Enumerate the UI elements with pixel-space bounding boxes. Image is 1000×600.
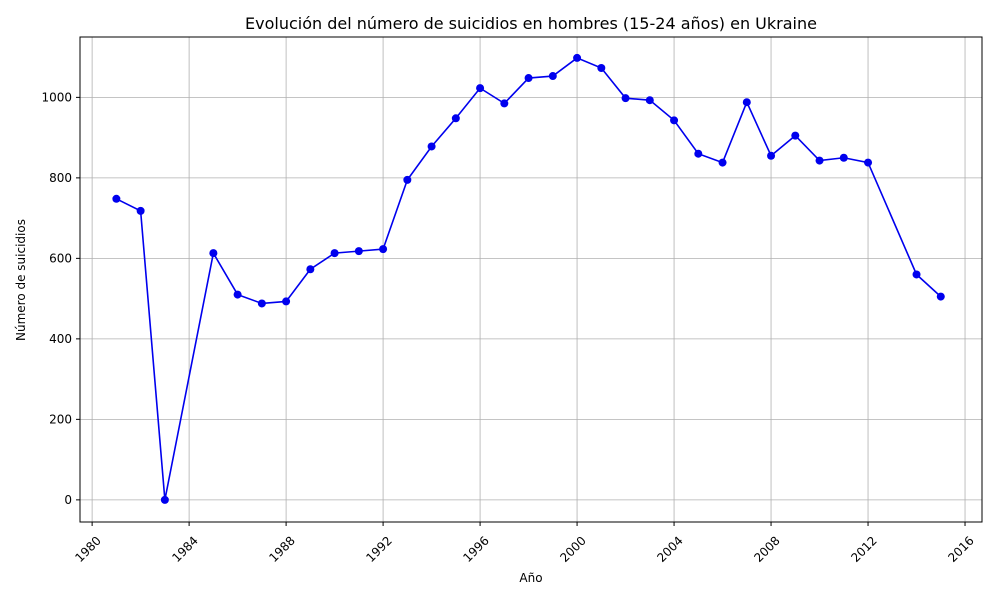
data-point: [791, 131, 800, 140]
y-axis-label: Número de suicidios: [14, 219, 28, 341]
plot-frame: [79, 36, 983, 523]
x-tick-label: 1996: [460, 534, 491, 565]
data-point: [257, 299, 266, 308]
data-point: [936, 292, 945, 301]
data-point: [621, 94, 630, 103]
data-point: [500, 99, 509, 108]
data-point: [718, 158, 727, 167]
series-line: [116, 57, 942, 501]
data-point: [160, 495, 169, 504]
data-point: [136, 206, 145, 215]
x-tick-label: 1992: [363, 534, 394, 565]
y-tick-label: 600: [49, 251, 72, 265]
x-tick-label: 1988: [266, 534, 297, 565]
data-point: [742, 98, 751, 107]
data-point: [330, 249, 339, 258]
x-tick-label: 2000: [557, 534, 588, 565]
x-tick-label: 2016: [945, 534, 976, 565]
data-point: [839, 153, 848, 162]
data-point: [282, 297, 291, 306]
data-point: [864, 158, 873, 167]
data-point: [670, 116, 679, 125]
data-point: [354, 247, 363, 256]
data-point: [694, 149, 703, 158]
x-tick-label: 1984: [169, 534, 200, 565]
data-point: [597, 63, 606, 72]
data-point: [524, 74, 533, 83]
chart-title: Evolución del número de suicidios en hom…: [245, 14, 817, 33]
data-point: [403, 175, 412, 184]
x-axis-label: Año: [519, 571, 542, 585]
y-tick-label: 800: [49, 171, 72, 185]
data-point: [912, 270, 921, 279]
data-point: [645, 96, 654, 105]
data-point: [476, 84, 485, 93]
x-tick-label: 1980: [72, 534, 103, 565]
x-axis: 1980 1984 1988 1992 1996 2000 2004 2008 2012 2016: [72, 522, 977, 565]
data-point: [815, 156, 824, 165]
x-tick-label: 2012: [848, 534, 879, 565]
y-axis: 0 200 400 600 800 1000: [41, 90, 80, 507]
data-point: [451, 114, 460, 123]
x-tick-label: 2008: [751, 534, 782, 565]
data-point: [573, 53, 582, 62]
data-point: [233, 290, 242, 299]
y-tick-label: 1000: [41, 90, 72, 104]
data-point: [427, 142, 436, 151]
y-tick-label: 400: [49, 332, 72, 346]
data-point: [548, 72, 557, 81]
data-point: [112, 194, 121, 203]
x-tick-label: 2004: [654, 534, 685, 565]
y-tick-label: 0: [64, 493, 72, 507]
data-series: [112, 53, 945, 504]
data-point: [306, 265, 315, 274]
grid: [80, 37, 982, 522]
data-point: [209, 249, 218, 258]
data-point: [767, 151, 776, 160]
y-tick-label: 200: [49, 412, 72, 426]
data-point: [379, 245, 388, 254]
